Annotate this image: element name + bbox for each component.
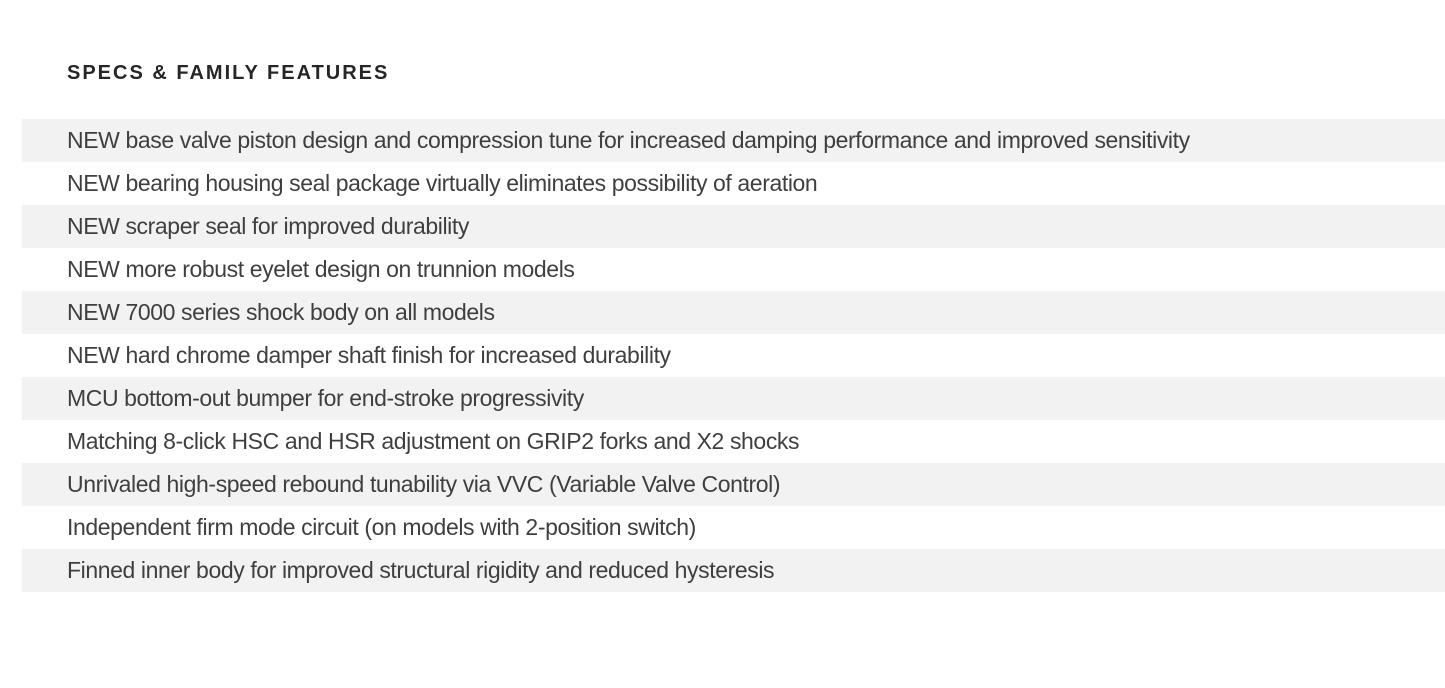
feature-row: Independent firm mode circuit (on models… (22, 506, 1445, 549)
feature-text: NEW scraper seal for improved durability (67, 213, 469, 239)
feature-text: Finned inner body for improved structura… (67, 557, 775, 583)
feature-text: NEW hard chrome damper shaft finish for … (67, 342, 671, 368)
feature-text: Matching 8-click HSC and HSR adjustment … (67, 428, 800, 454)
feature-row: Unrivaled high-speed rebound tunability … (22, 463, 1445, 506)
feature-row: NEW base valve piston design and compres… (22, 119, 1445, 162)
specs-feature-list: NEW base valve piston design and compres… (0, 119, 1445, 592)
feature-row: NEW scraper seal for improved durability (22, 205, 1445, 248)
page-title: SPECS & FAMILY FEATURES (67, 62, 390, 84)
feature-text: Unrivaled high-speed rebound tunability … (67, 471, 781, 497)
feature-row: NEW 7000 series shock body on all models (22, 291, 1445, 334)
feature-text: NEW bearing housing seal package virtual… (67, 170, 818, 196)
feature-text: NEW 7000 series shock body on all models (67, 299, 495, 325)
feature-text: NEW base valve piston design and compres… (67, 127, 1190, 153)
feature-row: NEW bearing housing seal package virtual… (22, 162, 1445, 205)
feature-row: NEW more robust eyelet design on trunnio… (22, 248, 1445, 291)
feature-text: Independent firm mode circuit (on models… (67, 514, 696, 540)
feature-row: Finned inner body for improved structura… (22, 549, 1445, 592)
feature-row: MCU bottom-out bumper for end-stroke pro… (22, 377, 1445, 420)
feature-row: Matching 8-click HSC and HSR adjustment … (22, 420, 1445, 463)
feature-row: NEW hard chrome damper shaft finish for … (22, 334, 1445, 377)
feature-text: MCU bottom-out bumper for end-stroke pro… (67, 385, 584, 411)
feature-text: NEW more robust eyelet design on trunnio… (67, 256, 575, 282)
